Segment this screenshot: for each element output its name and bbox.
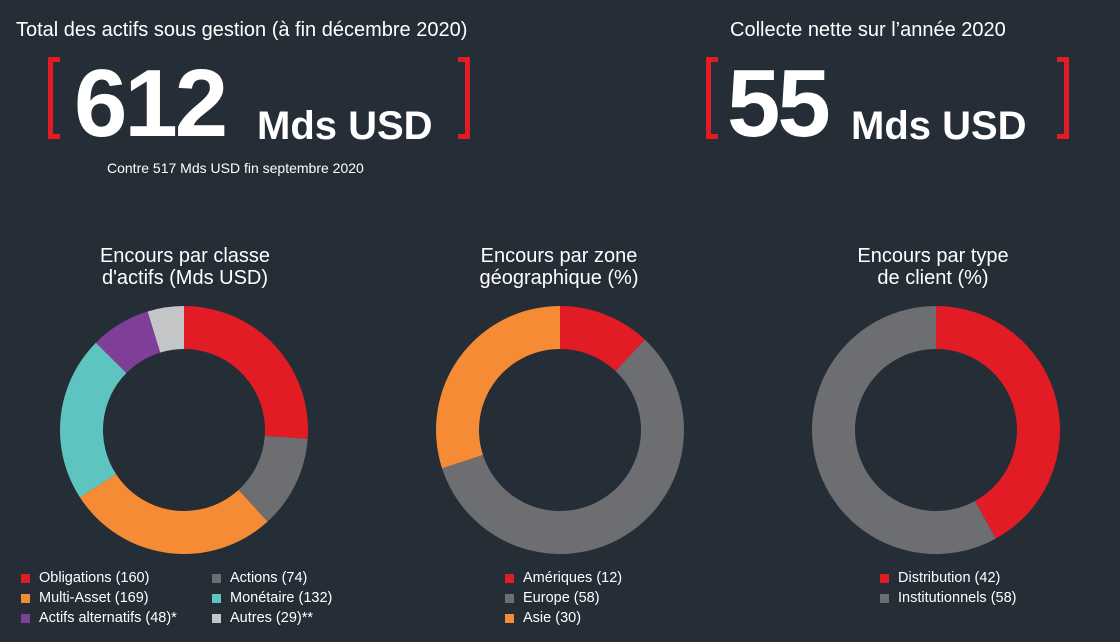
donut-slice-europe [442, 339, 684, 554]
aum-left-bracket [48, 57, 60, 139]
legend-label: Autres (29)** [230, 610, 314, 626]
legend-label: Actions (74) [230, 570, 308, 586]
aum-value: 612 [74, 50, 228, 157]
client-type-chart-title: Encours par type de client (%) [798, 245, 1068, 289]
legend-label: Amériques (12) [523, 570, 623, 586]
region-chart-title: Encours par zone géographique (%) [424, 245, 694, 289]
donut-slice-actions [238, 435, 308, 522]
legend-ameriques: Amériques (12) [505, 570, 622, 586]
region-chart-title-line-1: Encours par zone [480, 245, 638, 267]
legend-label: Monétaire (132) [230, 590, 333, 606]
aum-unit: Mds USD [257, 104, 433, 148]
netflows-title: Collecte nette sur l’année 2020 [730, 19, 1006, 41]
legend-obligations: Obligations (160) [21, 570, 149, 586]
legend-label: Multi-Asset (169) [39, 590, 149, 606]
aum-right-bracket [458, 57, 470, 139]
donut-slice-institutionnels [811, 306, 996, 554]
legend-multi-asset: Multi-Asset (169) [21, 590, 149, 606]
legend-actions: Actions (74) [212, 570, 307, 586]
asset-class-chart-title-line-1: Encours par classe [99, 245, 271, 267]
netflows-value: 55 [727, 50, 831, 157]
legend-label: Institutionnels (58) [898, 590, 1017, 606]
region-donut-chart [436, 306, 684, 554]
donut-slice-actifs-alternatifs [95, 311, 161, 374]
legend-swatch [880, 593, 889, 603]
asset-class-chart-title: Encours par classe d'actifs (Mds USD) [50, 245, 320, 289]
donut-slice-monetaire [59, 342, 127, 498]
legend-institutionnels: Institutionnels (58) [880, 590, 1016, 606]
aum-title: Total des actifs sous gestion (à fin déc… [16, 19, 468, 41]
client-type-donut-chart [811, 306, 1060, 554]
aum-comparison: Contre 517 Mds USD fin septembre 2020 [107, 160, 364, 176]
legend-autres: Autres (29)** [212, 610, 313, 626]
legend-actifs-alternatifs: Actifs alternatifs (48)* [21, 610, 177, 626]
legend-swatch [505, 573, 514, 583]
legend-swatch [21, 593, 30, 603]
region-chart-title-line-2: géographique (%) [479, 267, 639, 289]
legend-swatch [880, 573, 889, 583]
legend-distribution: Distribution (42) [880, 570, 1000, 586]
netflows-unit: Mds USD [851, 104, 1027, 148]
donut-slice-multi-asset [79, 474, 268, 554]
donut-slice-asie [436, 306, 560, 469]
client-type-chart-title-line-2: de client (%) [877, 267, 989, 289]
legend-swatch [505, 593, 514, 603]
legend-label: Europe (58) [523, 590, 600, 606]
donut-slice-obligations [184, 306, 308, 439]
legend-swatch [212, 613, 221, 623]
asset-class-donut-chart [59, 306, 308, 554]
legend-label: Obligations (160) [39, 570, 150, 586]
client-type-chart-title-line-1: Encours par type [857, 245, 1009, 267]
asset-class-chart-title-line-2: d'actifs (Mds USD) [101, 267, 269, 289]
donut-slice-autres [147, 306, 184, 353]
legend-swatch [212, 573, 221, 583]
legend-swatch [505, 613, 514, 623]
donut-slice-distribution [936, 306, 1060, 539]
donut-slice-ameriques [560, 306, 645, 371]
legend-label: Asie (30) [523, 610, 582, 626]
legend-swatch [21, 573, 30, 583]
legend-asie: Asie (30) [505, 610, 581, 626]
netflows-left-bracket [706, 57, 718, 139]
legend-monetaire: Monétaire (132) [212, 590, 332, 606]
legend-label: Actifs alternatifs (48)* [39, 610, 177, 626]
legend-label: Distribution (42) [898, 570, 1001, 586]
legend-swatch [212, 593, 221, 603]
netflows-right-bracket [1057, 57, 1069, 139]
legend-swatch [21, 613, 30, 623]
legend-europe: Europe (58) [505, 590, 600, 606]
